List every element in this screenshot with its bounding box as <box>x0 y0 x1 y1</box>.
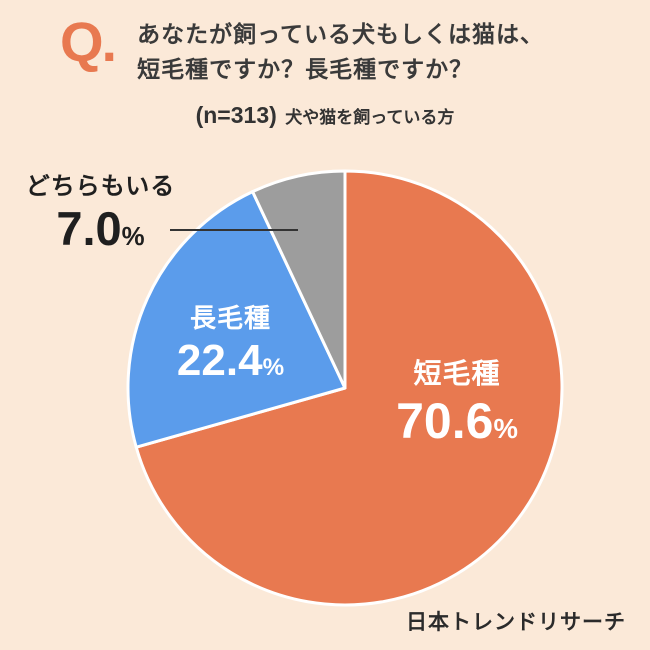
sample-audience: 犬や猫を飼っている方 <box>285 108 455 127</box>
percent-sign: % <box>121 223 145 251</box>
pie-slice-1 <box>126 190 347 449</box>
slice-label-short-hair: 短毛種 70.6% <box>372 352 542 446</box>
question-text: あなたが飼っている犬もしくは猫は、 短毛種ですか？長毛種ですか？ <box>137 14 544 86</box>
percent-sign: % <box>262 354 285 381</box>
q-icon: Q. <box>60 10 117 73</box>
slice-label-long-hair: 長毛種 22.4% <box>148 298 313 383</box>
pie-slice-0 <box>134 169 564 607</box>
slice-value-long-hair: 22.4% <box>148 339 313 383</box>
pie-slice-2 <box>251 169 347 390</box>
sample-note: (n=313) 犬や猫を飼っている方 <box>0 102 650 129</box>
slice-value-number: 70.6 <box>396 393 494 449</box>
sample-size: (n=313) <box>195 102 277 128</box>
slice-name-short-hair: 短毛種 <box>413 358 501 389</box>
brand-logo: 日本トレンドリサーチ <box>406 611 626 634</box>
percent-sign: % <box>493 413 518 444</box>
slice-name-both: どちらもいる <box>25 173 176 200</box>
slice-name-long-hair: 長毛種 <box>189 303 271 333</box>
slice-value-short-hair: 70.6% <box>372 396 542 446</box>
question-line-2: 短毛種ですか？長毛種ですか？ <box>137 55 474 82</box>
slice-value-number: 7.0 <box>56 202 122 255</box>
slice-value-both: 7.0% <box>18 205 183 252</box>
leader-line-both <box>170 229 298 231</box>
question-header: Q. あなたが飼っている犬もしくは猫は、 短毛種ですか？長毛種ですか？ <box>0 0 650 86</box>
slice-value-number: 22.4 <box>176 336 263 385</box>
slice-label-both: どちらもいる 7.0% <box>18 166 183 252</box>
question-line-1: あなたが飼っている犬もしくは猫は、 <box>137 21 544 47</box>
